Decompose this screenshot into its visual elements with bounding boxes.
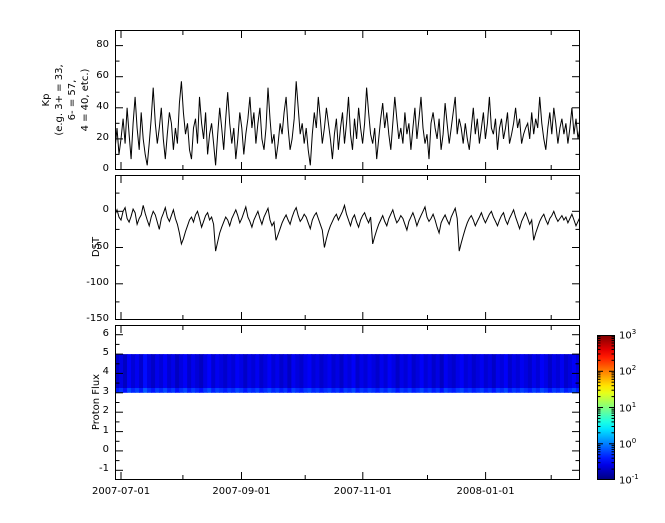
kp-axis-label-line: Kp [41,93,52,107]
y-tick-label: 5 [102,347,109,359]
y-tick-label: 3 [102,385,109,397]
kp-axis-label-line: 6- = 57, [67,79,78,121]
x-tick-label: 2007-09-01 [212,486,271,497]
y-tick-label: 60 [96,69,109,81]
dst-panel [114,175,581,324]
y-tick-label: 0 [102,443,109,455]
y-tick-label: 6 [102,327,109,339]
x-tick-label: 2007-11-01 [333,486,392,497]
kp-plot [114,30,581,171]
y-tick-label: -150 [86,313,109,324]
kp-panel [114,30,581,174]
y-tick-label: 0 [102,163,109,174]
y-tick-label: -1 [99,463,109,475]
y-tick-label: -100 [86,276,109,288]
y-tick-label: 4 [102,366,109,378]
colorbar-gradient [597,334,615,481]
x-tick-label: 2007-07-01 [91,486,151,497]
y-tick-label: 80 [96,38,109,50]
colorbar-tick-label: 10-1 [619,473,639,487]
colorbar [597,334,615,484]
colorbar-tick-label: 100 [619,436,637,451]
colorbar-tick-label: 101 [619,400,637,414]
y-tick-label: 2 [102,405,109,417]
proton-flux-plot [115,325,581,480]
y-tick-label: 1 [102,424,109,436]
y-tick-label: 20 [96,131,109,143]
dst-plot [114,175,581,321]
y-tick-label: 0 [102,204,109,216]
kp-axis-label-line: (e.g. 3+ = 33, [54,64,65,136]
y-tick-label: -50 [92,240,109,252]
colorbar-tick-label: 102 [619,364,637,378]
colorbar-tick-label: 103 [619,328,637,342]
x-tick-label: 2008-01-01 [456,486,515,497]
proton-flux-panel [115,325,581,484]
y-tick-label: 40 [96,100,109,112]
